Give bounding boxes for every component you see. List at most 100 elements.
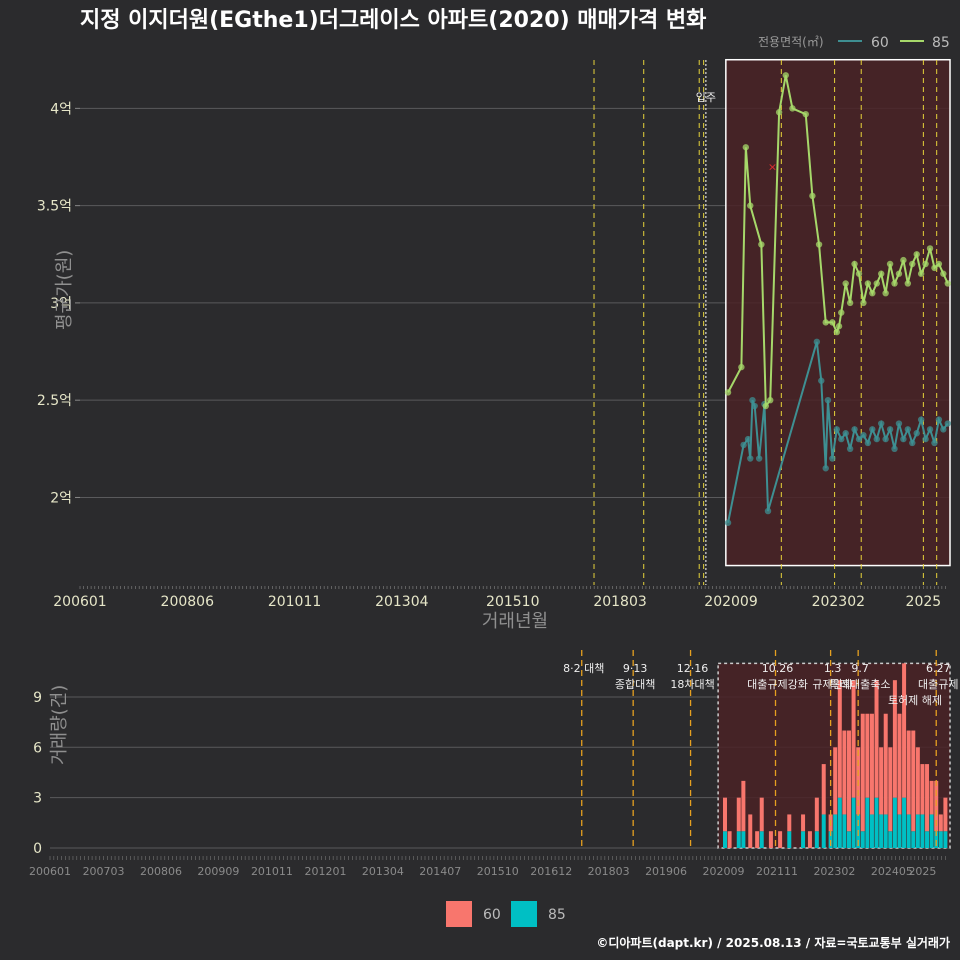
data-point-85 xyxy=(742,144,750,151)
bottom-x-tick-label: 201510 xyxy=(477,865,519,878)
bar-60 xyxy=(906,730,911,815)
bar-60 xyxy=(801,814,806,832)
bar-60 xyxy=(833,747,838,815)
bar-85 xyxy=(929,814,934,848)
bar-85 xyxy=(906,814,911,848)
y-axis-title: 평균가(원) xyxy=(54,250,75,330)
bottom-legend: 60 85 xyxy=(446,901,566,927)
footer-credit: ©디아파트(dapt.kr) / 2025.08.13 / 자료=국토교통부 실… xyxy=(596,935,950,950)
bar-60 xyxy=(934,780,939,832)
policy-label: 12·16 xyxy=(677,662,709,675)
bar-85 xyxy=(846,831,851,848)
data-point-85 xyxy=(873,280,880,287)
bar-60 xyxy=(759,797,764,832)
data-point-85 xyxy=(842,280,849,287)
bottom-x-tick-label: 201906 xyxy=(645,865,687,878)
data-point-60 xyxy=(744,435,752,443)
data-point-85 xyxy=(944,280,951,287)
data-point-60 xyxy=(869,426,876,433)
data-point-60 xyxy=(855,435,863,443)
top-legend: 전용면적(㎡) 60 85 xyxy=(758,35,950,51)
x-tick-label: 201803 xyxy=(593,594,646,610)
data-point-60 xyxy=(877,420,885,427)
policy-label: 9.7 xyxy=(851,662,869,675)
bar-60 xyxy=(727,831,732,848)
policy-label: 규제완화 xyxy=(812,678,852,691)
data-point-60 xyxy=(886,426,894,433)
bar-60 xyxy=(929,780,934,815)
bar-60 xyxy=(943,797,948,832)
bottom-x-tick-label: 201803 xyxy=(588,865,630,878)
bar-85 xyxy=(723,831,727,848)
x-axis-title: 거래년월 xyxy=(482,611,548,632)
bar-60 xyxy=(915,747,920,815)
data-point-85 xyxy=(782,72,789,79)
bottom-x-tick-label: 200909 xyxy=(197,865,239,878)
bottom-x-tick-label: 201011 xyxy=(251,865,293,878)
data-point-60 xyxy=(864,439,872,447)
bar-60 xyxy=(748,814,753,848)
data-point-60 xyxy=(842,430,849,437)
data-point-60 xyxy=(900,435,907,443)
policy-label: 6.27 xyxy=(926,662,951,675)
y-tick-label: 4억 xyxy=(50,101,72,117)
y-tick-label: 2.5억 xyxy=(37,393,72,409)
bottom-x-tick-label: 201612 xyxy=(530,865,572,878)
legend-swatch-60 xyxy=(446,901,472,927)
y-tick-label: 2억 xyxy=(50,490,72,506)
bar-85 xyxy=(736,831,741,848)
x-tick-label: 200806 xyxy=(161,594,215,610)
bar-60 xyxy=(869,713,874,815)
data-point-85 xyxy=(891,280,898,287)
data-point-85 xyxy=(846,299,854,307)
bar-60 xyxy=(837,680,842,798)
bar-85 xyxy=(934,831,939,848)
data-point-85 xyxy=(835,323,843,330)
policy-label: 대출규제강화 xyxy=(747,678,808,691)
data-point-85 xyxy=(877,270,885,277)
policy-label: 대출규제 xyxy=(918,678,958,691)
x-tick-label: 2025 xyxy=(906,594,942,610)
data-point-85 xyxy=(909,260,916,268)
data-point-60 xyxy=(822,465,829,472)
data-point-85 xyxy=(851,260,858,268)
bar-60 xyxy=(787,814,792,832)
data-point-60 xyxy=(895,420,903,427)
data-point-60 xyxy=(846,445,854,453)
data-point-60 xyxy=(922,435,929,443)
bar-85 xyxy=(842,814,847,848)
data-point-85 xyxy=(882,289,889,297)
data-point-60 xyxy=(935,416,943,423)
data-point-85 xyxy=(922,260,929,268)
bottom-y-tick-label: 9 xyxy=(33,690,42,706)
data-point-85 xyxy=(815,241,823,248)
data-point-60 xyxy=(813,338,821,346)
policy-label: 8·2 대책 xyxy=(563,662,604,675)
data-point-85 xyxy=(724,389,732,396)
bar-60 xyxy=(874,680,879,798)
bar-60 xyxy=(814,797,819,832)
policy-label: 특례대출축소 xyxy=(830,678,891,691)
bar-85 xyxy=(787,831,792,848)
y-tick-label: 3억 xyxy=(50,296,72,312)
data-point-85 xyxy=(762,402,769,410)
data-point-85 xyxy=(913,251,920,258)
bar-85 xyxy=(902,797,907,848)
data-point-85 xyxy=(940,270,947,277)
data-point-85 xyxy=(767,396,774,404)
bar-85 xyxy=(833,814,838,848)
data-point-85 xyxy=(833,328,841,336)
bar-85 xyxy=(897,814,902,848)
data-point-60 xyxy=(904,426,912,433)
cross-marker: × xyxy=(768,161,777,174)
data-point-85 xyxy=(822,319,829,326)
bar-85 xyxy=(865,797,870,848)
data-point-60 xyxy=(917,416,925,423)
policy-label: 10.26 xyxy=(762,662,794,675)
data-point-85 xyxy=(860,299,867,307)
bar-85 xyxy=(892,797,897,848)
legend-bar-label-85: 85 xyxy=(548,907,566,923)
data-point-60 xyxy=(755,455,763,462)
volume-panel: 0 3 6 9 8·2 대책 9·13 종합대책 12·16 18차대책 10.26 대출규제강화 1… xyxy=(29,650,958,878)
